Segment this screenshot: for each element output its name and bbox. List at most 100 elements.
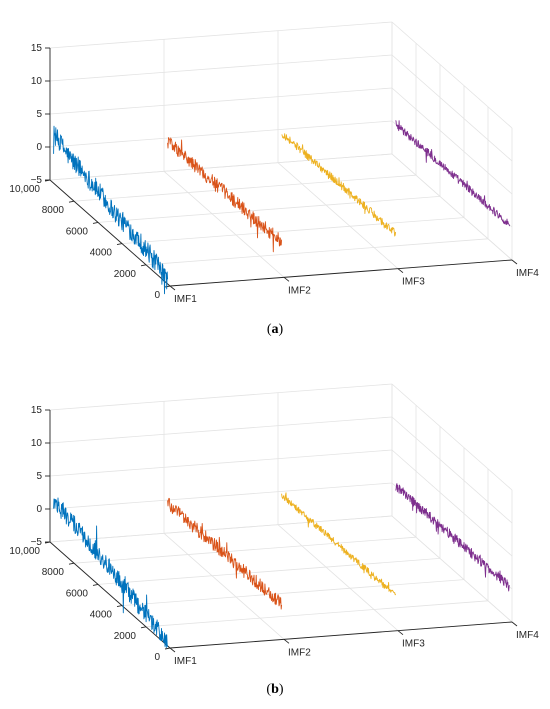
grid-line xyxy=(49,120,393,148)
y-tick-label: 10,000 xyxy=(9,184,40,195)
grid-line xyxy=(391,515,513,623)
grid-line xyxy=(391,21,513,129)
grid-line xyxy=(49,416,393,444)
y-tick xyxy=(140,264,147,267)
y-tick xyxy=(116,243,123,246)
y-tick-label: 8000 xyxy=(42,205,65,216)
x-tick-label: IMF4 xyxy=(516,268,539,279)
z-tick-label: 0 xyxy=(36,504,42,515)
series-line-imf1 xyxy=(53,497,169,649)
x-tick xyxy=(169,647,176,653)
grid-line xyxy=(49,383,393,411)
x-tick xyxy=(511,621,518,627)
y-tick xyxy=(92,583,99,586)
y-tick-label: 4000 xyxy=(90,610,113,621)
z-tick-label: −5 xyxy=(31,175,43,186)
z-tick-label: 15 xyxy=(31,405,43,416)
y-tick xyxy=(164,285,171,288)
y-tick xyxy=(92,221,99,224)
chart-b-svg: IMF1 IMF2 IMF3 IMF4 0 200040006000800010,000−… xyxy=(9,383,539,667)
y-tick-label: 10,000 xyxy=(9,546,40,557)
y-tick xyxy=(68,562,75,565)
x-axis-line xyxy=(169,259,513,287)
x-tick xyxy=(397,630,404,636)
z-tick-label: −5 xyxy=(31,537,43,548)
chart-axes: IMF1 IMF2 IMF3 IMF4 0 200040006000800010,000−… xyxy=(9,405,539,667)
grid-line xyxy=(391,416,513,524)
x-tick-label: IMF3 xyxy=(402,639,425,650)
y-tick-label: 6000 xyxy=(66,226,89,237)
x-tick-label: IMF2 xyxy=(288,285,311,296)
x-tick-label: IMF4 xyxy=(516,630,539,641)
series-line-imf2 xyxy=(167,497,283,610)
y-axis-line xyxy=(49,541,171,649)
grid-line xyxy=(391,153,513,261)
y-tick-label: 2000 xyxy=(114,269,137,280)
grid-line xyxy=(49,482,393,510)
caption-b-label: b xyxy=(271,682,279,697)
caption-a-label: a xyxy=(271,322,279,337)
grid-line xyxy=(163,171,285,278)
grid-line xyxy=(121,217,465,244)
x-tick-label: IMF3 xyxy=(402,277,425,288)
y-tick-label: 8000 xyxy=(42,567,65,578)
series-line-imf1 xyxy=(53,125,169,295)
x-tick xyxy=(397,268,404,274)
grid-line xyxy=(163,533,285,640)
x-tick xyxy=(283,638,290,644)
series-line-imf3 xyxy=(281,133,397,237)
grid-line xyxy=(277,162,399,269)
z-tick-label: 10 xyxy=(31,76,43,87)
grid-line xyxy=(49,515,393,543)
grid-line xyxy=(97,196,441,223)
x-tick xyxy=(283,276,290,282)
y-tick xyxy=(164,647,171,650)
x-tick xyxy=(169,285,176,291)
y-tick-label: 2000 xyxy=(114,631,137,642)
y-tick-label: 4000 xyxy=(90,248,113,259)
x-tick-label: IMF1 xyxy=(174,656,197,667)
grid-line xyxy=(391,54,513,162)
series-line-imf3 xyxy=(281,492,397,596)
z-tick-label: 0 xyxy=(36,142,42,153)
z-tick-label: 15 xyxy=(31,43,43,54)
grid-line xyxy=(49,449,393,477)
z-tick-label: 5 xyxy=(36,109,42,120)
grid-line xyxy=(391,449,513,557)
grid-line xyxy=(73,174,417,202)
grid-line xyxy=(49,87,393,115)
y-tick-label: 0 xyxy=(154,290,160,301)
x-axis-line xyxy=(169,621,513,649)
chart-axes: IMF1 IMF2 IMF3 IMF4 0 200040006000800010,000−… xyxy=(9,43,539,305)
z-tick-label: 10 xyxy=(31,438,43,449)
grid-line xyxy=(145,600,489,628)
y-tick xyxy=(140,626,147,629)
chart-grid xyxy=(49,383,513,649)
y-tick xyxy=(68,200,75,203)
z-tick-label: 5 xyxy=(36,471,42,482)
caption-b: (b) xyxy=(266,682,284,697)
series-line-imf4 xyxy=(395,483,510,592)
grid-line xyxy=(49,153,393,181)
grid-line xyxy=(121,579,465,606)
grid-line xyxy=(97,558,441,585)
chart-panel-a: IMF1 IMF2 IMF3 IMF4 0 2000 4000 6000 8000 10,000−… xyxy=(0,8,550,338)
series-line-imf4 xyxy=(395,120,511,227)
grid-line xyxy=(391,383,513,491)
chart-a-svg: IMF1 IMF2 IMF3 IMF4 0 200040006000800010,000−… xyxy=(9,21,539,305)
x-tick-label: IMF2 xyxy=(288,647,311,658)
chart-grid xyxy=(49,21,513,287)
grid-line xyxy=(49,21,393,49)
series-line-imf2 xyxy=(167,137,283,253)
y-tick xyxy=(116,605,123,608)
grid-line xyxy=(145,238,489,266)
x-tick-label: IMF1 xyxy=(174,294,197,305)
x-tick xyxy=(511,259,518,265)
grid-line xyxy=(73,536,417,564)
y-tick-label: 6000 xyxy=(66,588,89,599)
y-tick-label: 0 xyxy=(154,652,160,663)
y-axis-line xyxy=(49,179,171,287)
grid-line xyxy=(49,54,393,82)
chart-panel-b: IMF1 IMF2 IMF3 IMF4 0 2000 4000 6000 8000 10,000−… xyxy=(0,370,550,700)
grid-line xyxy=(277,524,399,631)
